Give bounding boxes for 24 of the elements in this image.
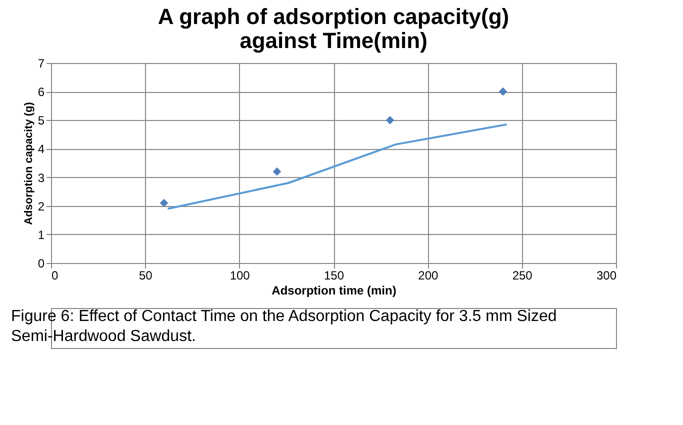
y-tick-label: 7 [38,56,45,70]
caption: Figure 6: Effect of Contact Time on the Adsorption Capacity for 3.5 mm Sized Semi-Hardwood Sawdust. [11,308,557,345]
x-tick-label: 200 [418,268,438,282]
point [272,167,282,176]
x-tick-label: 250 [512,268,533,282]
y-tick-label: 3 [38,170,45,185]
point [160,198,168,208]
chart-title: A graph of adsorption capacity(g) against Time(min) [158,4,510,53]
x-tick-label: 50 [138,268,153,282]
line-series [166,123,508,210]
y-tick-label: 2 [38,199,45,214]
x-tick-label: 150 [324,268,344,282]
y-tick-label: 6 [38,85,45,100]
x-tick-label: 300 [596,268,617,282]
x-tick-label: 0 [52,268,58,282]
x-axis-title: Adsorption time (min) [272,284,396,298]
point [386,116,394,124]
y-tick-label: 1 [38,228,45,242]
y-axis-title: Adsorption capacity (g) [22,102,35,225]
point [498,87,508,96]
y-tick-label: 5 [38,114,45,128]
y-tick-label: 4 [38,142,45,156]
x-tick-label: 100 [230,268,250,282]
y-tick-label: 0 [38,256,45,270]
